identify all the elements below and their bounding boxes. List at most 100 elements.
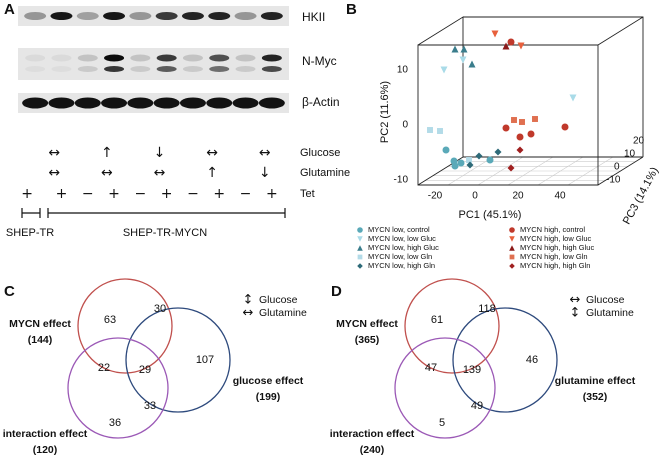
legend-marker xyxy=(357,227,363,233)
blot-band xyxy=(127,97,154,109)
venn-circle xyxy=(394,337,496,439)
legend-label: MYCN high, high Gluc xyxy=(520,243,594,252)
legend-marker xyxy=(509,245,515,251)
row-symbol: ↔ xyxy=(206,145,218,161)
blot-band xyxy=(261,66,282,72)
pca-point xyxy=(466,157,472,163)
bracket xyxy=(47,208,286,218)
set-total: (199) xyxy=(256,391,281,403)
legend-marker xyxy=(357,263,363,269)
blot-band xyxy=(209,54,230,62)
x-tick-label: 40 xyxy=(554,191,566,202)
blot-label: N-Myc xyxy=(302,54,337,68)
row-symbol: ↓ xyxy=(259,165,271,181)
x-tick-label: 20 xyxy=(512,191,524,202)
venn-circle xyxy=(125,307,231,413)
panel-label: A xyxy=(4,1,15,18)
legend-marker xyxy=(509,236,515,242)
cell-line: SHEP-TR-MYCN xyxy=(123,227,207,239)
blot-band xyxy=(155,12,178,20)
pca-point xyxy=(507,164,515,172)
pca-point xyxy=(507,38,515,46)
pca-point xyxy=(532,116,538,122)
pca-point xyxy=(569,94,577,102)
pca-point xyxy=(561,123,569,131)
set-name: glucose effect xyxy=(233,375,304,387)
key-label: Glucose xyxy=(586,294,625,306)
legend-label: MYCN high, high Gln xyxy=(520,261,590,270)
row-symbol: + xyxy=(161,186,173,202)
row-symbol: + xyxy=(266,186,278,202)
legend-label: MYCN high, low Gln xyxy=(520,252,588,261)
row-label: Glutamine xyxy=(300,167,350,179)
blot-band xyxy=(260,12,283,20)
row-label: Tet xyxy=(300,188,315,200)
row-symbol: + xyxy=(213,186,225,202)
x-axis-title: PC1 (45.1%) xyxy=(459,209,522,221)
y-tick-label: -10 xyxy=(394,175,409,186)
blot-band xyxy=(51,54,72,62)
blot-band xyxy=(129,12,152,20)
row-symbol: ↔ xyxy=(48,145,60,161)
venn-count: 29 xyxy=(139,364,151,376)
row-symbol: − xyxy=(134,186,146,202)
x-tick-label: -20 xyxy=(428,191,443,202)
row-symbol: − xyxy=(187,186,199,202)
row-symbol: ↔ xyxy=(154,165,166,181)
blot-band xyxy=(103,12,126,20)
pca-point xyxy=(460,45,468,53)
pca-point xyxy=(511,117,517,123)
pca-point xyxy=(527,130,535,138)
set-name: MYCN effect xyxy=(9,318,71,330)
z-tick-label: 0 xyxy=(614,162,620,173)
pca-point xyxy=(437,128,443,134)
blot-band xyxy=(235,66,256,72)
set-total: (352) xyxy=(583,391,608,403)
pca-point xyxy=(451,45,459,53)
pca-point xyxy=(517,42,525,50)
blot-band xyxy=(51,66,72,72)
blot-band xyxy=(235,54,256,62)
blot-band xyxy=(22,97,49,109)
venn-count: 36 xyxy=(109,417,121,429)
pca-point xyxy=(466,161,474,169)
set-total: (240) xyxy=(360,444,385,456)
pca-point xyxy=(427,127,433,133)
legend-label: MYCN low, high Gln xyxy=(368,261,435,270)
panel-label: D xyxy=(331,283,342,300)
set-name: interaction effect xyxy=(330,428,415,440)
pca-point xyxy=(468,60,476,68)
key-symbol: ↔ xyxy=(570,293,581,308)
pca-point xyxy=(442,146,450,154)
row-symbol: ↔ xyxy=(101,165,113,181)
blot-band xyxy=(77,54,98,62)
panel-label: C xyxy=(4,283,15,300)
pca-point xyxy=(516,133,524,141)
z-tick-label: -10 xyxy=(606,175,621,186)
key-label: Glutamine xyxy=(586,307,634,319)
blot-strip xyxy=(18,6,289,26)
legend-label: MYCN low, control xyxy=(368,225,430,234)
pca-point xyxy=(491,30,499,38)
blot-band xyxy=(232,97,259,109)
blot-band xyxy=(182,66,203,72)
blot-band xyxy=(104,54,125,62)
venn-count: 61 xyxy=(431,314,443,326)
set-name: interaction effect xyxy=(3,428,88,440)
row-symbol: ↑ xyxy=(206,165,218,181)
blot-band xyxy=(25,66,46,72)
venn-circle xyxy=(452,307,558,413)
pca-point xyxy=(486,156,494,164)
blot-band xyxy=(48,97,75,109)
pca-point xyxy=(502,42,510,50)
pca-point xyxy=(440,66,448,74)
venn-count: 118 xyxy=(478,303,496,315)
blot-band xyxy=(153,97,180,109)
key-symbol: ↕ xyxy=(570,306,581,321)
blot-band xyxy=(101,97,128,109)
blot-label: β-Actin xyxy=(302,95,340,109)
blot-band xyxy=(50,12,73,20)
venn-count: 5 xyxy=(439,417,445,429)
